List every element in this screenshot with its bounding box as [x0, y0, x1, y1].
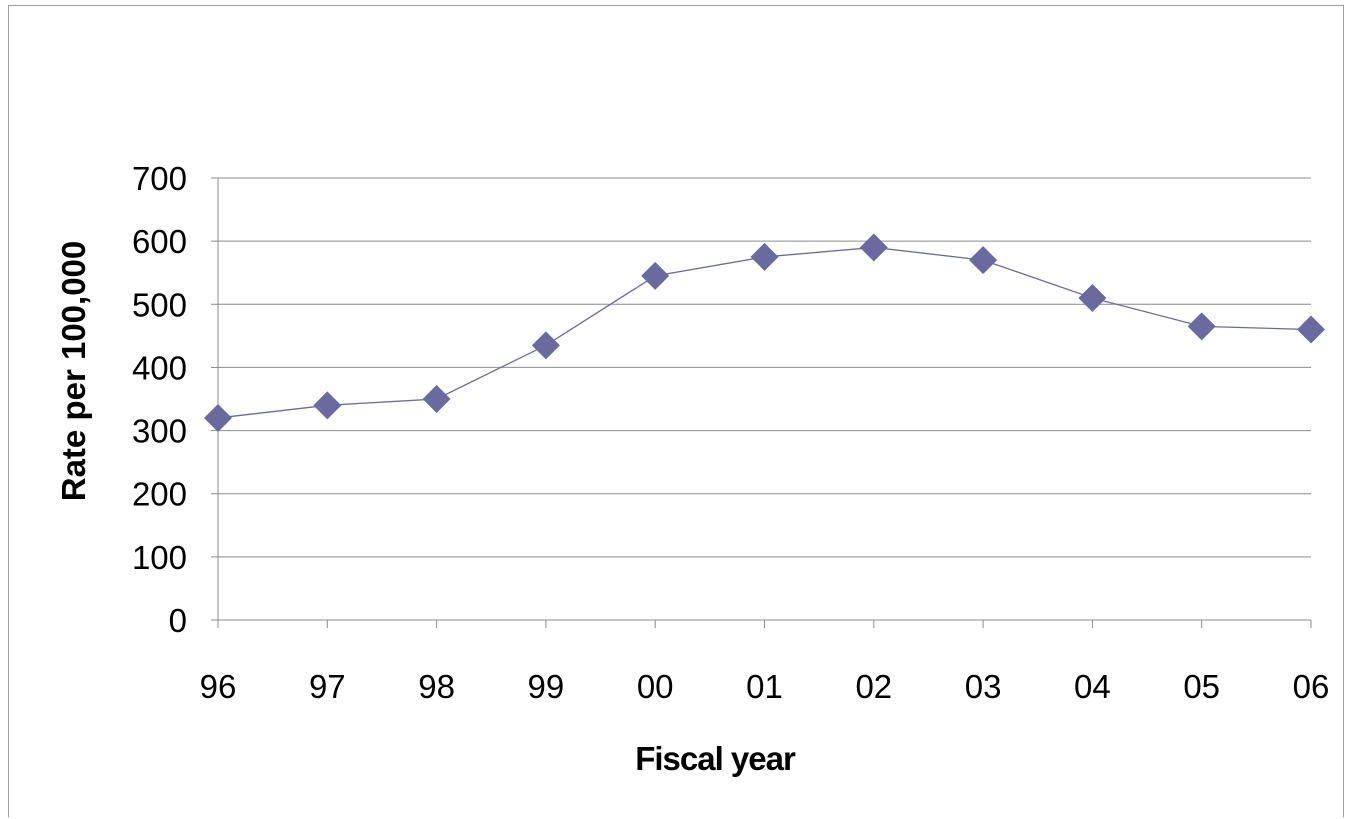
- x-tick-label: 06: [1293, 668, 1330, 705]
- x-tick-label: 02: [855, 668, 892, 705]
- data-point-marker: [1078, 283, 1107, 312]
- x-tick-label: 99: [528, 668, 565, 705]
- gridlines: [218, 177, 1311, 558]
- data-point-marker: [969, 246, 998, 275]
- x-tick-label: 96: [200, 668, 237, 705]
- y-tick-label: 700: [132, 160, 187, 197]
- y-axis-title: Rate per 100,000: [55, 241, 92, 502]
- y-tick-label: 200: [132, 476, 187, 513]
- y-tick-label: 100: [132, 539, 187, 576]
- y-tick-label: 400: [132, 349, 187, 386]
- data-point-marker: [750, 242, 779, 271]
- data-point-marker: [1187, 312, 1216, 341]
- x-tick-label: 98: [418, 668, 455, 705]
- x-axis-title: Fiscal year: [635, 740, 796, 777]
- data-point-marker: [422, 385, 451, 413]
- y-tick-label: 0: [169, 602, 187, 639]
- x-tick-label: 05: [1183, 668, 1220, 705]
- chart-frame: [8, 5, 1344, 817]
- data-point-marker: [204, 403, 232, 432]
- x-tick-label: 03: [965, 668, 1002, 705]
- x-tick-label: 97: [309, 668, 346, 705]
- data-point-marker: [859, 233, 888, 262]
- data-point-marker: [641, 261, 670, 290]
- y-tick-labels: 0 100 200 300 400 500 600 700: [132, 160, 187, 639]
- y-tick-label: 600: [132, 223, 187, 260]
- data-point-marker: [531, 331, 560, 360]
- x-tick-label: 04: [1074, 668, 1111, 705]
- series-line: [217, 246, 1312, 419]
- axes: [211, 177, 1312, 628]
- data-point-marker: [313, 391, 342, 420]
- y-tick-label: 300: [132, 413, 187, 450]
- x-tick-label: 01: [746, 668, 783, 705]
- x-tick-labels: 96 97 98 99 00 01 02 03 04 05 06: [200, 668, 1330, 705]
- y-tick-label: 500: [132, 286, 187, 323]
- series: [204, 233, 1325, 432]
- data-point-marker: [1297, 315, 1325, 344]
- x-tick-label: 00: [637, 668, 674, 705]
